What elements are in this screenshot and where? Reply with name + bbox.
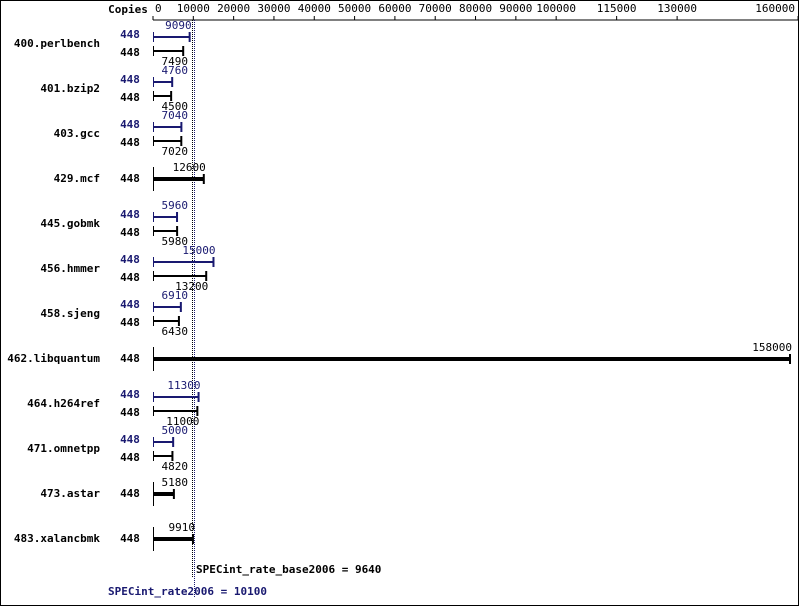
value-label: 11300 [167,379,200,392]
value-label: 6910 [162,289,189,302]
x-tick-label: 30000 [257,2,290,15]
copies-label: 448 [120,532,140,545]
x-tick-label: 20000 [217,2,250,15]
value-label: 4820 [162,460,189,473]
category-label: 464.h264ref [27,397,100,410]
x-tick-label: 115000 [597,2,637,15]
copies-label: 448 [120,316,140,329]
copies-label: 448 [120,118,140,131]
copies-label: 448 [120,487,140,500]
copies-label: 448 [120,298,140,311]
x-tick-label: 160000 [755,2,795,15]
copies-label: 448 [120,271,140,284]
copies-label: 448 [120,136,140,149]
value-label: 6430 [162,325,189,338]
copies-header: Copies [108,3,148,16]
copies-label: 448 [120,208,140,221]
category-label: 400.perlbench [14,37,100,50]
value-label: 4760 [162,64,189,77]
category-label: 445.gobmk [40,217,100,230]
x-tick-label: 0 [155,2,162,15]
x-tick-label: 90000 [499,2,532,15]
copies-label: 448 [120,388,140,401]
x-tick-label: 70000 [419,2,452,15]
value-label: 12600 [173,161,206,174]
reference-label: SPECint_rate_base2006 = 9640 [196,563,381,576]
copies-label: 448 [120,406,140,419]
x-tick-label: 100000 [536,2,576,15]
value-label: 5000 [162,424,189,437]
value-label: 9090 [165,19,192,32]
category-label: 458.sjeng [40,307,100,320]
value-label: 11000 [166,415,199,428]
category-label: 483.xalancbmk [14,532,100,545]
category-label: 462.libquantum [7,352,100,365]
copies-label: 448 [120,73,140,86]
value-label: 7020 [162,145,189,158]
x-tick-label: 60000 [378,2,411,15]
copies-label: 448 [120,433,140,446]
value-label: 13200 [175,280,208,293]
x-tick-label: 40000 [298,2,331,15]
copies-label: 448 [120,172,140,185]
x-tick-label: 130000 [657,2,697,15]
x-tick-label: 80000 [459,2,492,15]
x-tick-label: 50000 [338,2,371,15]
value-label: 158000 [752,341,792,354]
category-label: 429.mcf [54,172,100,185]
copies-label: 448 [120,46,140,59]
category-label: 401.bzip2 [40,82,100,95]
copies-label: 448 [120,352,140,365]
copies-label: 448 [120,91,140,104]
copies-label: 448 [120,28,140,41]
value-label: 15000 [182,244,215,257]
copies-label: 448 [120,253,140,266]
value-label: 7040 [162,109,189,122]
category-label: 471.omnetpp [27,442,100,455]
value-label: 5180 [162,476,189,489]
copies-label: 448 [120,451,140,464]
category-label: 403.gcc [54,127,100,140]
value-label: 5960 [162,199,189,212]
category-label: 473.astar [40,487,100,500]
value-label: 9910 [168,521,195,534]
copies-label: 448 [120,226,140,239]
value-label: 7490 [162,55,189,68]
x-tick-label: 10000 [177,2,210,15]
category-label: 456.hmmer [40,262,100,275]
value-label: 5980 [162,235,189,248]
reference-label: SPECint_rate2006 = 10100 [108,585,267,598]
value-label: 4500 [162,100,189,113]
